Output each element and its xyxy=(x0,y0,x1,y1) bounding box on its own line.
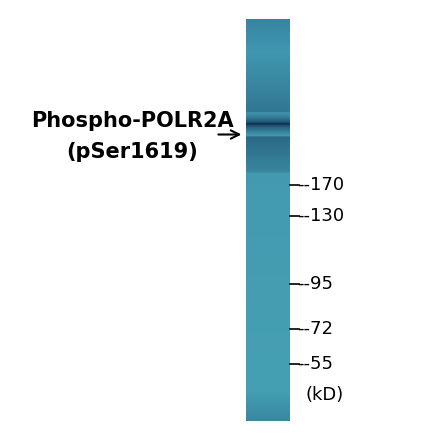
Text: --95: --95 xyxy=(297,276,333,293)
Text: (pSer1619): (pSer1619) xyxy=(66,142,198,162)
Text: --170: --170 xyxy=(297,176,344,194)
Text: Phospho-POLR2A: Phospho-POLR2A xyxy=(31,111,233,131)
Text: --55: --55 xyxy=(297,355,333,373)
Text: --72: --72 xyxy=(297,320,333,337)
Text: (kD): (kD) xyxy=(306,386,344,404)
Text: --130: --130 xyxy=(297,207,344,225)
